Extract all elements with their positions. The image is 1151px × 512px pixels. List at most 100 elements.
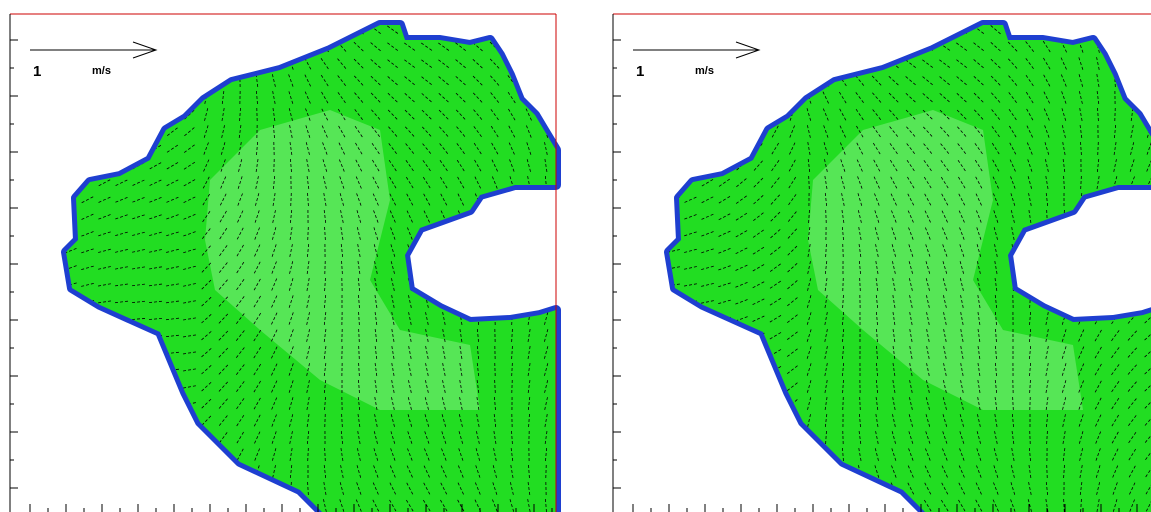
vector [905, 26, 916, 34]
vector [65, 162, 76, 171]
vector [149, 503, 162, 509]
vector [494, 227, 497, 241]
vector [66, 41, 73, 53]
vector [1144, 280, 1151, 290]
vector [718, 469, 730, 475]
vector [459, 244, 463, 257]
vector [683, 369, 697, 371]
vector [132, 145, 144, 152]
vector [494, 278, 495, 292]
vector [752, 367, 765, 373]
vector [1145, 228, 1151, 239]
vector [256, 40, 259, 54]
vector [528, 193, 530, 207]
vector [131, 420, 145, 422]
vector [100, 42, 109, 53]
vector [1114, 23, 1116, 37]
vector [202, 466, 210, 477]
vector [1063, 244, 1065, 258]
vector [82, 127, 93, 136]
vector [735, 485, 746, 493]
vector [700, 402, 714, 405]
vector [166, 503, 179, 509]
vector [545, 261, 547, 275]
vector [65, 144, 75, 153]
vector [1079, 261, 1083, 274]
vector [325, 414, 326, 428]
vector [525, 41, 533, 53]
vector [822, 24, 830, 36]
vector [131, 335, 145, 336]
vector [511, 244, 512, 258]
vector [80, 419, 94, 423]
vector [719, 127, 729, 137]
vector [273, 482, 275, 496]
vector [442, 278, 445, 292]
vector [666, 369, 680, 370]
vector [115, 128, 126, 136]
vector [116, 76, 126, 86]
vector [63, 317, 77, 321]
vector [717, 385, 730, 389]
vector [686, 25, 695, 36]
vector [666, 318, 680, 319]
vector [114, 420, 128, 422]
vector [545, 244, 547, 258]
vector [182, 453, 195, 458]
vector [167, 93, 177, 103]
vector [769, 383, 781, 390]
vector [754, 109, 761, 121]
vector [219, 466, 226, 478]
vector [476, 244, 479, 258]
vector [97, 436, 111, 440]
vector [165, 436, 179, 439]
vector [460, 295, 463, 309]
vector [185, 24, 193, 35]
vector [720, 58, 728, 70]
vector [700, 436, 713, 440]
vector [63, 385, 76, 389]
vector [148, 352, 162, 353]
vector [97, 318, 111, 320]
vector [64, 435, 77, 440]
vector [841, 499, 845, 512]
vector [239, 23, 241, 37]
vector [185, 59, 194, 70]
vector [165, 453, 178, 457]
vector [1113, 193, 1118, 206]
vector [65, 110, 74, 121]
vector [668, 42, 677, 52]
vector [738, 58, 745, 70]
vector [1149, 23, 1150, 37]
vector [738, 24, 744, 37]
vector [684, 503, 696, 509]
vector [773, 23, 776, 37]
vector [770, 467, 780, 477]
vector [720, 93, 729, 104]
panel: 1m/s [613, 14, 1151, 512]
vector [544, 295, 547, 309]
vector [1132, 74, 1133, 88]
vector [701, 502, 713, 509]
vector [769, 400, 781, 408]
vector [1095, 296, 1102, 308]
vector [666, 403, 680, 405]
vector [1043, 24, 1051, 36]
vector [872, 42, 882, 51]
vector [273, 499, 274, 512]
vector [1112, 228, 1118, 241]
vector [1096, 23, 1100, 37]
vector [788, 483, 796, 494]
vector [1148, 91, 1150, 105]
vector [685, 110, 696, 119]
vector [114, 436, 128, 439]
vector [165, 386, 179, 388]
vector [770, 484, 779, 494]
vector [683, 352, 697, 354]
vector [752, 451, 763, 459]
vector [114, 369, 128, 370]
vector [1144, 263, 1151, 273]
vector [459, 227, 464, 240]
vector [891, 500, 898, 512]
vector [1047, 244, 1048, 258]
